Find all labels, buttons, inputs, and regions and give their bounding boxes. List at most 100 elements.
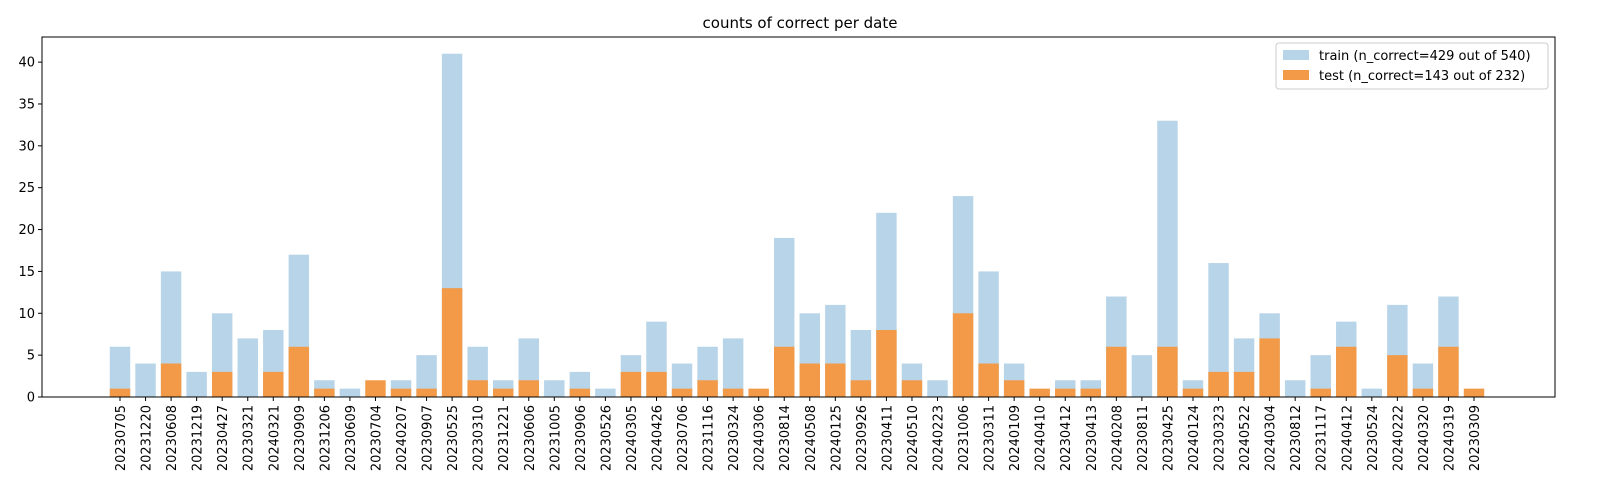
test-bar-20230705 <box>109 388 131 397</box>
x-tick-label: 20230413 <box>1085 405 1100 471</box>
test-series-bars <box>109 288 1485 397</box>
x-tick-label: 20230704 <box>369 405 384 471</box>
x-tick-label: 20240208 <box>1110 405 1125 471</box>
train-bar-20230907 <box>416 355 437 397</box>
x-tick-label: 20240410 <box>1034 405 1049 471</box>
x-tick-label: 20230411 <box>880 405 895 471</box>
legend-swatch-test <box>1283 70 1309 80</box>
x-axis: 20230705 20231220 20230608 20231219 20230427… <box>114 397 1483 471</box>
x-tick-label: 20240305 <box>625 405 640 471</box>
x-tick-label: 20231219 <box>191 405 206 471</box>
x-tick-label: 20231206 <box>318 405 333 471</box>
x-tick-label: 20230907 <box>421 405 436 471</box>
test-bar-20230926 <box>850 380 872 397</box>
x-tick-label: 20230706 <box>676 405 691 471</box>
x-tick-label: 20230309 <box>1468 405 1483 471</box>
test-bar-20230309 <box>1463 388 1485 397</box>
test-bar-20240222 <box>1387 355 1408 397</box>
test-bar-20230608 <box>160 363 182 397</box>
test-bar-20230525 <box>441 288 463 397</box>
train-bar-20230321 <box>237 338 258 397</box>
x-tick-label: 20230324 <box>727 405 742 471</box>
test-bar-20230413 <box>1080 388 1102 397</box>
x-tick-label: 20240207 <box>395 405 410 471</box>
x-tick-label: 20240321 <box>267 405 282 471</box>
y-tick-label: 30 <box>18 139 35 154</box>
test-bar-20240410 <box>1029 388 1050 397</box>
test-bar-20230411 <box>876 330 897 397</box>
train-bar-20231219 <box>186 371 207 397</box>
x-tick-label: 20240109 <box>1008 405 1023 471</box>
legend: train (n_correct=429 out of 540) test (n_… <box>1275 42 1549 90</box>
x-tick-label: 20230608 <box>165 405 180 471</box>
x-tick-label: 20230412 <box>1059 405 1074 471</box>
test-bar-20240125 <box>825 363 846 397</box>
test-bar-20230706 <box>671 388 693 397</box>
x-tick-label: 20230609 <box>344 405 359 471</box>
y-tick-label: 0 <box>27 391 35 406</box>
x-tick-label: 20240304 <box>1264 405 1279 471</box>
test-bar-20230427 <box>211 371 233 397</box>
x-tick-label: 20230425 <box>1161 405 1176 471</box>
test-bar-20230907 <box>416 388 437 397</box>
test-bar-20230311 <box>978 363 999 397</box>
x-tick-label: 20230525 <box>446 405 461 471</box>
plot-frame <box>41 36 1556 398</box>
x-tick-label: 20230909 <box>293 405 308 471</box>
test-bar-20230704 <box>365 380 386 397</box>
x-tick-label: 20230526 <box>599 405 614 471</box>
legend-swatch-train <box>1283 50 1309 60</box>
y-tick-label: 10 <box>18 307 35 322</box>
x-tick-label: 20240306 <box>753 405 768 471</box>
x-tick-label: 20230926 <box>855 405 870 471</box>
test-bar-20240522 <box>1233 371 1255 397</box>
x-tick-label: 20231221 <box>497 405 512 471</box>
train-bar-20231220 <box>135 363 156 397</box>
test-bar-20230310 <box>467 380 488 397</box>
legend-label-test: test (n_correct=143 out of 232) <box>1319 69 1525 84</box>
x-tick-label: 20231220 <box>140 405 155 471</box>
test-bar-20240306 <box>748 388 769 397</box>
test-bar-20240109 <box>1003 380 1025 397</box>
x-tick-label: 20230811 <box>1136 405 1151 471</box>
y-axis: 0 5 10 15 20 25 30 35 40 <box>18 56 42 406</box>
train-bar-20240320 <box>1412 363 1434 397</box>
x-tick-label: 20230311 <box>983 405 998 471</box>
test-bar-20230425 <box>1157 346 1178 397</box>
train-bar-20230526 <box>595 388 616 397</box>
x-tick-label: 20240412 <box>1340 405 1355 471</box>
test-bar-20240207 <box>390 388 412 397</box>
y-tick-label: 35 <box>18 97 35 112</box>
test-bar-20230324 <box>722 388 744 397</box>
train-series-bars <box>109 53 1459 398</box>
train-bar-20230524 <box>1361 388 1383 397</box>
test-bar-20230323 <box>1208 371 1229 397</box>
x-tick-label: 20240522 <box>1238 405 1253 471</box>
x-tick-label: 20240124 <box>1187 405 1202 471</box>
test-bar-20231117 <box>1310 388 1331 397</box>
test-bar-20240426 <box>646 371 667 397</box>
train-bar-20230323 <box>1208 263 1229 397</box>
train-bar-20230324 <box>722 338 744 397</box>
test-bar-20230906 <box>569 388 591 397</box>
x-tick-label: 20231006 <box>957 405 972 471</box>
legend-box <box>1275 42 1549 90</box>
test-bar-20240510 <box>901 380 923 397</box>
test-bar-20230909 <box>288 346 310 397</box>
x-tick-label: 20231117 <box>1315 405 1330 471</box>
test-bar-20231206 <box>314 388 335 397</box>
x-tick-label: 20230812 <box>1289 405 1304 471</box>
train-bar-20231117 <box>1310 355 1331 397</box>
test-bar-20231221 <box>492 388 514 397</box>
x-tick-label: 20230705 <box>114 405 129 471</box>
x-tick-label: 20230427 <box>216 405 231 471</box>
x-tick-label: 20240125 <box>829 405 844 471</box>
x-tick-label: 20240223 <box>932 405 947 471</box>
test-bar-20240320 <box>1412 388 1434 397</box>
test-bar-20240304 <box>1259 338 1280 397</box>
train-bar-20230706 <box>671 363 693 397</box>
y-tick-label: 15 <box>18 265 35 280</box>
train-bar-20230926 <box>850 330 872 397</box>
